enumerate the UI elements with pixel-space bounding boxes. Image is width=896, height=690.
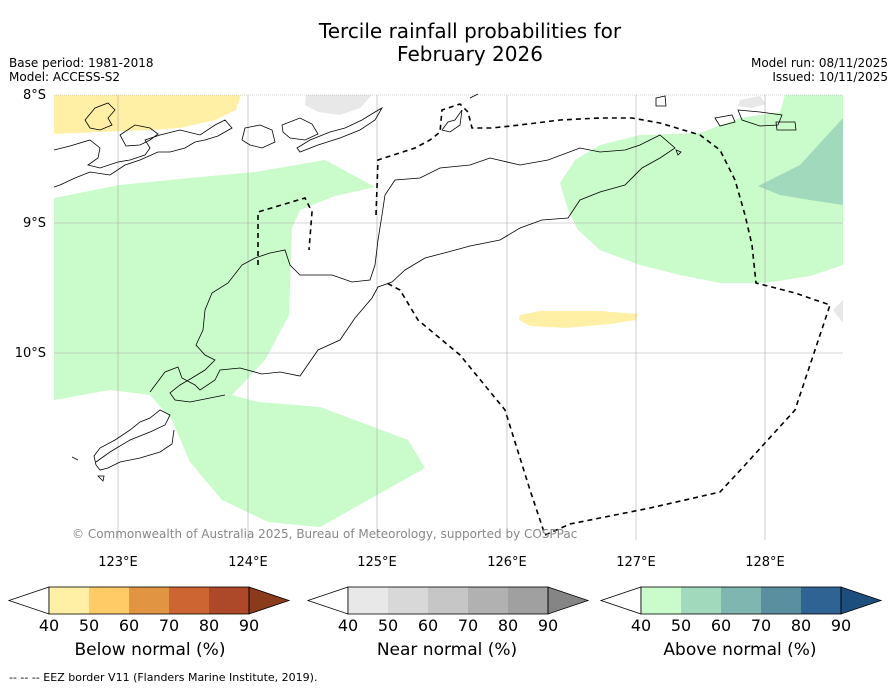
- lon-label: 128°E: [745, 555, 785, 570]
- colorbar-tick-label: 50: [378, 616, 398, 635]
- title-line-2: February 2026: [397, 42, 543, 66]
- coastline-flores: [53, 102, 233, 188]
- colorbar-tick-label: 70: [751, 616, 771, 635]
- coastline-wetar: [441, 93, 479, 133]
- colorbar-title-near: Near normal (%): [376, 640, 518, 660]
- lon-label: 123°E: [98, 555, 138, 570]
- longitude-labels: 123°E 124°E 125°E 126°E 127°E 128°E: [98, 555, 785, 570]
- colorbar-tick-label: 90: [239, 616, 259, 635]
- base-period: Base period: 1981-2018: [9, 56, 154, 70]
- colorbar-tick-label: 60: [119, 616, 139, 635]
- colorbar-segment: [209, 587, 249, 614]
- colorbar-segment: [388, 587, 428, 614]
- meta-left: Base period: 1981-2018 Model: ACCESS-S2: [9, 56, 154, 84]
- colorbar-tick-label: 60: [711, 616, 731, 635]
- colorbar-near-normal: 40 50 60 70 80 90: [306, 586, 590, 635]
- colorbar-tick-label: 40: [338, 616, 358, 635]
- colorbar-tick-label: 90: [831, 616, 851, 635]
- colorbar-segment: [348, 587, 388, 614]
- colorbar-tick-label: 90: [538, 616, 558, 635]
- colorbar-segment: [49, 587, 89, 614]
- lat-label: 9°S: [23, 216, 46, 231]
- lon-label: 127°E: [616, 555, 656, 570]
- colorbar-tick-label: 70: [159, 616, 179, 635]
- colorbar-segment: [468, 587, 508, 614]
- colorbar-tick-label: 70: [458, 616, 478, 635]
- colorbar-segment: [761, 587, 801, 614]
- colorbar-over-triangle: [547, 586, 590, 615]
- colorbar-tick-label: 40: [39, 616, 59, 635]
- colorbar-segment: [681, 587, 721, 614]
- coastline-timor: [149, 134, 676, 403]
- colorbar-tick-label: 80: [199, 616, 219, 635]
- near-normal-north: [305, 95, 372, 115]
- colorbar-segment: [801, 587, 841, 614]
- coastline-northeast-islets: [655, 95, 797, 156]
- colorbar-segment: [428, 587, 468, 614]
- coastlines: [53, 93, 797, 482]
- model-name: Model: ACCESS-S2: [9, 70, 121, 84]
- coastline-rote-island: [71, 409, 175, 482]
- map-title: Tercile rainfall probabilities for Febru…: [0, 20, 896, 66]
- probability-regions: [54, 95, 843, 527]
- colorbar-tick-label: 80: [498, 616, 518, 635]
- colorbar-over-triangle: [840, 586, 883, 615]
- lon-label: 124°E: [228, 555, 268, 570]
- gridlines: [54, 94, 843, 540]
- below-normal-northwest: [54, 95, 241, 134]
- colorbar-title-above: Above normal (%): [663, 640, 817, 660]
- colorbar-tick-label: 40: [631, 616, 651, 635]
- colorbar-segment: [508, 587, 548, 614]
- coastline-alor: [241, 106, 384, 153]
- eez-border: [257, 103, 832, 537]
- colorbar-under-triangle: [306, 586, 349, 615]
- colorbar-outline: [347, 586, 549, 615]
- title-line-1: Tercile rainfall probabilities for: [318, 19, 622, 43]
- colorbar-segment: [721, 587, 761, 614]
- model-run: Model run: 08/11/2025: [750, 56, 888, 70]
- meta-right: Model run: 08/11/2025 Issued: 10/11/2025: [751, 56, 888, 84]
- colorbar-over-triangle: [248, 586, 291, 615]
- colorbar-title-below: Below normal (%): [74, 640, 226, 660]
- colorbar-segment: [89, 587, 129, 614]
- colorbar-tick-label: 80: [791, 616, 811, 635]
- issued-date: Issued: 10/11/2025: [772, 70, 888, 84]
- colorbar-under-triangle: [599, 586, 642, 615]
- lat-label: 8°S: [23, 88, 46, 103]
- colorbar-tick-label: 50: [671, 616, 691, 635]
- colorbar-outline: [640, 586, 842, 615]
- lon-label: 125°E: [357, 555, 397, 570]
- copyright-notice: © Commonwealth of Australia 2025, Bureau…: [72, 527, 577, 541]
- latitude-labels: 8°S 9°S 10°S: [15, 88, 46, 361]
- near-normal-northeast: [738, 96, 766, 108]
- lat-label: 10°S: [15, 346, 46, 361]
- colorbar-above-normal: 40 50 60 70 80 90: [599, 586, 883, 635]
- colorbar-segment: [641, 587, 681, 614]
- above-normal-east: [560, 95, 843, 283]
- colorbar-segment: [129, 587, 169, 614]
- colorbar-under-triangle: [7, 586, 50, 615]
- colorbar-outline: [48, 586, 250, 615]
- below-normal-central: [519, 311, 638, 328]
- colorbar-below-normal: 40 50 60 70 80 90: [7, 586, 291, 635]
- above-normal-west: [54, 160, 425, 527]
- near-normal-east-edge: [833, 300, 843, 323]
- colorbar-segment: [169, 587, 209, 614]
- colorbar-tick-label: 50: [79, 616, 99, 635]
- lon-label: 126°E: [487, 555, 527, 570]
- eez-legend-footer: -- -- -- EEZ border V11 (Flanders Marine…: [9, 671, 318, 684]
- above-normal-50-east: [758, 118, 843, 205]
- colorbar-tick-label: 60: [418, 616, 438, 635]
